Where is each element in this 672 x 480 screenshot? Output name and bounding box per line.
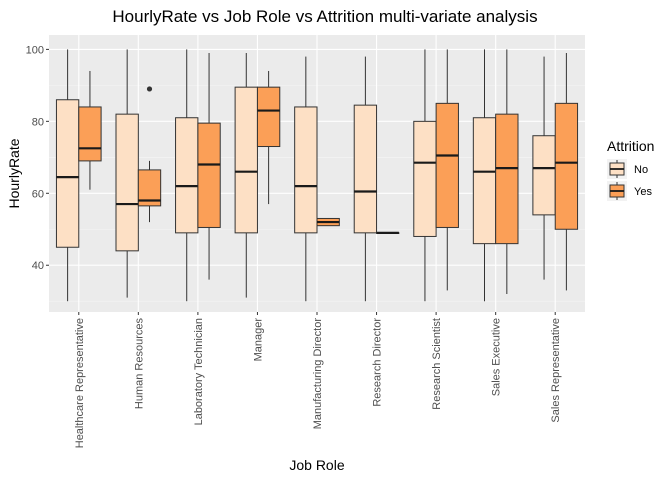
legend-key-no — [607, 159, 627, 179]
y-tick-label: 100 — [26, 44, 44, 56]
box-body — [197, 122, 221, 228]
x-tick-label: Manager — [252, 318, 264, 362]
x-tick-label: Laboratory Technician — [193, 318, 205, 425]
x-tick-label: Research Director — [372, 318, 384, 407]
legend-label: Yes — [634, 186, 652, 198]
box-body — [495, 113, 519, 245]
legend: Attrition No Yes — [607, 138, 654, 201]
y-tick-label: 40 — [32, 260, 44, 272]
box-body — [78, 106, 102, 162]
box-series — [55, 49, 579, 302]
x-axis: Healthcare Representative Human Resources… — [74, 312, 562, 448]
x-tick-label: Sales Representative — [550, 318, 562, 423]
outlier-point — [146, 86, 153, 92]
box-no — [175, 49, 199, 302]
box-body — [175, 117, 199, 234]
x-tick-label: Research Scientist — [431, 318, 443, 410]
y-axis: 40 60 80 100 — [26, 44, 49, 272]
box-body — [554, 102, 579, 230]
box-yes — [78, 70, 102, 190]
box-body — [413, 120, 437, 237]
box-yes — [495, 49, 519, 295]
y-tick-label: 80 — [32, 116, 44, 128]
box-body — [532, 135, 556, 216]
box-yes — [256, 70, 281, 205]
box-yes — [197, 52, 221, 280]
box-body — [234, 86, 258, 234]
legend-title: Attrition — [607, 138, 654, 154]
box-body — [353, 104, 378, 234]
box-yes — [316, 217, 340, 227]
x-axis-title: Job Role — [289, 457, 344, 473]
x-tick-label: Healthcare Representative — [74, 318, 86, 448]
box-yes — [137, 86, 162, 223]
chart-title: HourlyRate vs Job Role vs Attrition mult… — [112, 7, 537, 26]
box-no — [294, 56, 318, 302]
box-yes — [376, 231, 400, 234]
box-no — [55, 49, 80, 302]
box-body — [137, 169, 162, 207]
x-tick-label: Sales Executive — [491, 318, 503, 396]
box-body — [472, 117, 497, 245]
box-body — [435, 102, 459, 228]
box-body — [294, 106, 318, 234]
legend-key-yes — [607, 181, 627, 201]
legend-label: No — [634, 164, 648, 176]
box-no — [353, 56, 378, 302]
y-tick-label: 60 — [32, 188, 44, 200]
x-tick-label: Human Resources — [133, 318, 145, 410]
box-body — [256, 86, 281, 148]
x-tick-label: Manufacturing Director — [312, 318, 324, 430]
box-yes — [435, 49, 459, 291]
box-no — [234, 52, 258, 298]
box-body — [55, 99, 80, 248]
box-body — [115, 113, 139, 252]
y-axis-title: HourlyRate — [6, 138, 22, 208]
box-yes — [554, 52, 579, 291]
